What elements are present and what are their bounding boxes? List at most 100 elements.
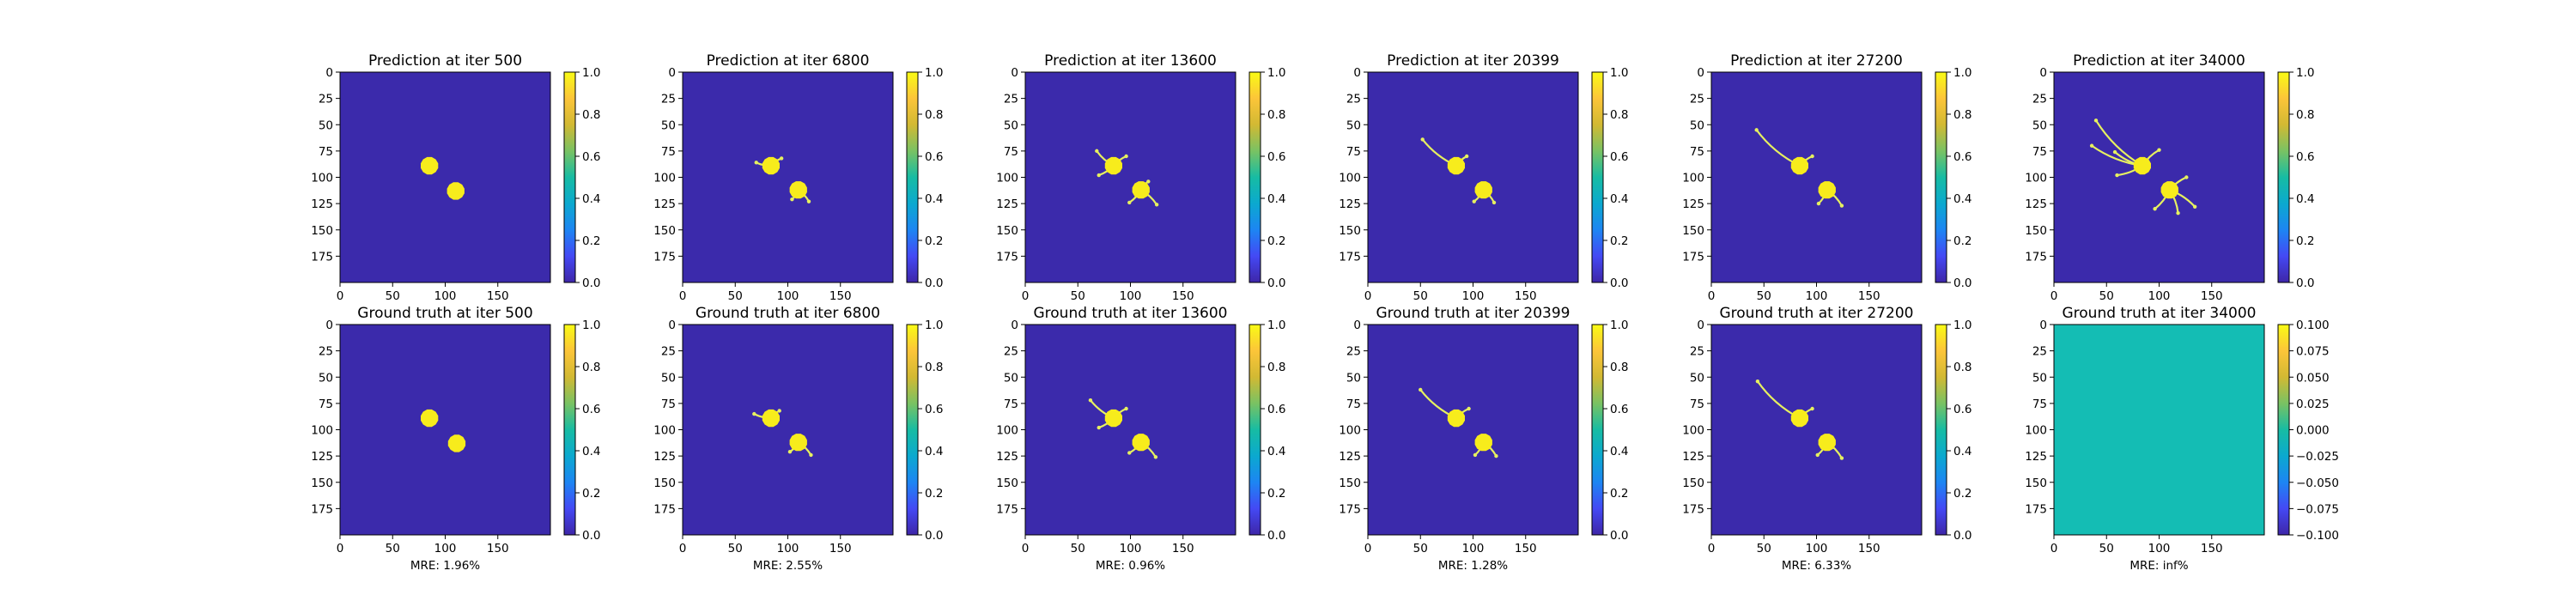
- y-tick-label: 175: [1682, 502, 1704, 516]
- y-tick-label: 25: [319, 93, 333, 106]
- colorbar: [1249, 324, 1261, 536]
- colorbar-tick-label: 0.4: [1267, 192, 1285, 206]
- colorbar-tick-label: 0.6: [1953, 403, 1971, 416]
- branch-tip: [1810, 406, 1814, 411]
- y-tick-label: 100: [996, 424, 1018, 438]
- branch-tip: [752, 411, 756, 416]
- x-tick-label: 100: [1806, 289, 1828, 303]
- grain-blob: [1818, 434, 1836, 452]
- grain-blob: [2160, 181, 2178, 199]
- x-tick-label: 100: [1462, 542, 1485, 555]
- colorbar-tick-label: 1.0: [2296, 66, 2314, 80]
- subplot: Prediction at iter 20399 0 50 100 150 0 25 50 75…: [1339, 52, 1628, 303]
- y-tick-label: 75: [661, 398, 676, 411]
- colorbar-tick-label: 0.4: [2296, 192, 2314, 206]
- x-tick-label: 50: [728, 542, 743, 555]
- colorbar-tick-label: 0.075: [2296, 345, 2330, 359]
- colorbar: [1249, 71, 1261, 283]
- x-tick-label: 150: [829, 542, 852, 555]
- subplot: Ground truth at iter 6800 0 50 100 150 0 25 50 7…: [653, 305, 943, 573]
- branch-tip: [779, 156, 784, 161]
- subplot: Prediction at iter 500 0 50 100 150 0 25 50 75 10…: [311, 52, 600, 303]
- colorbar-tick-label: 1.0: [925, 66, 943, 80]
- y-tick-label: 150: [311, 477, 333, 490]
- x-tick-label: 50: [728, 289, 743, 303]
- colorbar-tick-label: 0.0: [925, 276, 943, 290]
- branch-tip: [1088, 398, 1093, 403]
- y-tick-label: 25: [1346, 345, 1361, 359]
- branch-tip: [1816, 201, 1821, 206]
- y-tick-label: 75: [1690, 398, 1704, 411]
- y-tick-label: 75: [2032, 145, 2047, 159]
- colorbar: [906, 71, 919, 283]
- colorbar-tick-label: −0.100: [2296, 529, 2339, 543]
- branch-tip: [1810, 154, 1814, 159]
- branch-tip: [1494, 453, 1498, 458]
- branch-tip: [1127, 451, 1132, 455]
- x-tick-label: 150: [2201, 542, 2223, 555]
- y-tick-label: 100: [653, 424, 676, 438]
- y-tick-label: 0: [325, 66, 333, 80]
- x-tick-label: 50: [1757, 289, 1771, 303]
- y-tick-label: 150: [653, 224, 676, 238]
- branch-tip: [1420, 137, 1425, 142]
- colorbar-tick-label: 0.8: [1953, 108, 1971, 122]
- y-tick-label: 175: [653, 250, 676, 264]
- x-tick-label: 100: [434, 289, 457, 303]
- x-tick-label: 100: [1120, 542, 1142, 555]
- colorbar-tick-label: 1.0: [1267, 319, 1285, 332]
- y-tick-label: 150: [996, 224, 1018, 238]
- colorbar-tick-label: 0.8: [925, 108, 943, 122]
- x-tick-label: 50: [2099, 289, 2114, 303]
- y-tick-label: 175: [996, 502, 1018, 516]
- y-tick-label: 0: [668, 319, 676, 332]
- colorbar-tick-label: 0.6: [1610, 150, 1628, 164]
- branch-tip: [2157, 148, 2161, 152]
- y-tick-label: 175: [2025, 250, 2047, 264]
- colorbar-tick-label: −0.075: [2296, 502, 2339, 516]
- y-tick-label: 50: [1690, 371, 1704, 385]
- x-tick-label: 50: [1413, 542, 1428, 555]
- colorbar-tick-label: 0.2: [1610, 234, 1628, 248]
- branch-tip: [2184, 175, 2189, 179]
- subplot: Prediction at iter 13600 0 50 100 150 0 25 50 75…: [996, 52, 1285, 303]
- y-tick-label: 75: [1346, 145, 1361, 159]
- x-tick-label: 150: [1172, 289, 1194, 303]
- branch-tip: [2192, 204, 2197, 209]
- x-tick-label: 150: [2201, 289, 2223, 303]
- branch-tip: [1419, 387, 1423, 392]
- y-tick-label: 150: [311, 224, 333, 238]
- y-tick-label: 25: [1690, 93, 1704, 106]
- grain-blob: [421, 409, 439, 428]
- y-tick-label: 0: [1011, 66, 1018, 80]
- colorbar: [563, 71, 576, 283]
- y-tick-label: 150: [1339, 224, 1361, 238]
- x-tick-label: 100: [2148, 289, 2171, 303]
- y-tick-label: 75: [2032, 398, 2047, 411]
- colorbar-tick-label: 0.8: [1610, 361, 1628, 374]
- y-tick-label: 0: [2039, 319, 2047, 332]
- colorbar-tick-label: 0.6: [1267, 403, 1285, 416]
- mre-label: MRE: inf%: [2129, 559, 2188, 573]
- x-tick-label: 0: [2050, 542, 2058, 555]
- y-tick-label: 150: [1682, 477, 1704, 490]
- x-tick-label: 100: [1462, 289, 1485, 303]
- branch-tip: [777, 409, 781, 413]
- x-tick-label: 50: [1757, 542, 1771, 555]
- colorbar: [1935, 324, 1947, 536]
- colorbar-tick-label: 1.0: [1610, 66, 1628, 80]
- y-tick-label: 25: [661, 345, 676, 359]
- x-tick-label: 150: [487, 542, 509, 555]
- y-tick-label: 100: [2025, 172, 2047, 185]
- branch-tip: [1146, 179, 1151, 184]
- grain-blob: [1447, 156, 1465, 175]
- panel-title: Ground truth at iter 20399: [1376, 305, 1570, 322]
- y-tick-label: 75: [1004, 398, 1018, 411]
- x-tick-label: 50: [1071, 289, 1085, 303]
- subplot: Ground truth at iter 20399 0 50 100 150 0 25 50…: [1339, 305, 1628, 573]
- panel-title: Ground truth at iter 6800: [696, 305, 880, 322]
- colorbar-tick-label: 0.4: [582, 192, 600, 206]
- y-tick-label: 100: [1339, 172, 1361, 185]
- x-tick-label: 150: [1515, 289, 1537, 303]
